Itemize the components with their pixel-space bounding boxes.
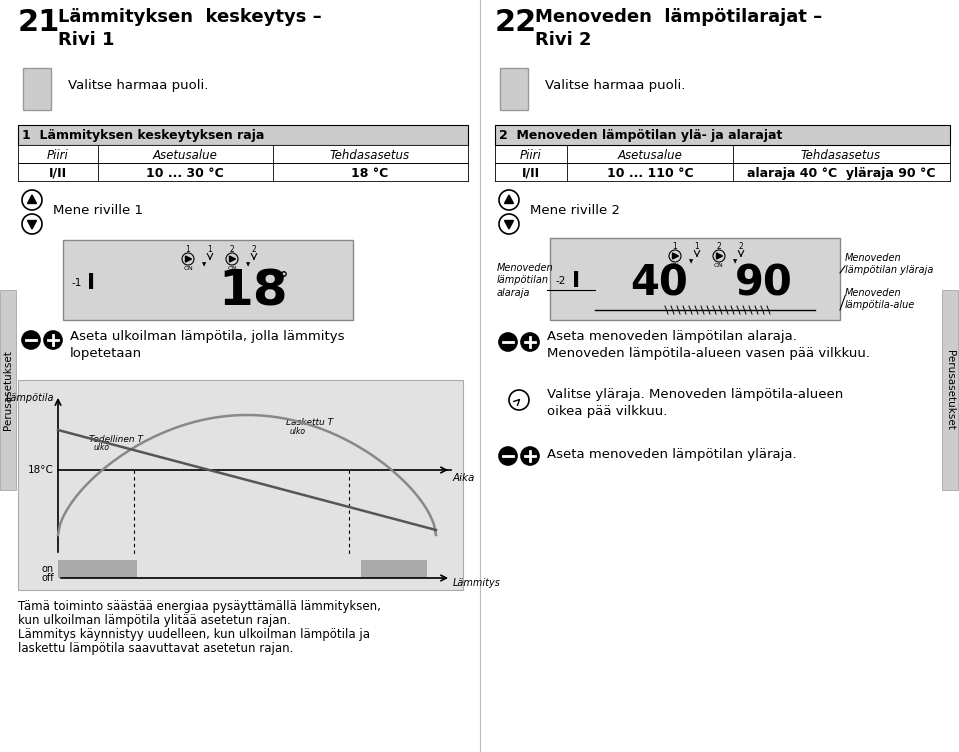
Bar	[942, 290, 958, 490]
Text: 21: 21	[18, 8, 60, 37]
Text: ▼: ▼	[733, 259, 737, 264]
Text: -2: -2	[555, 276, 566, 286]
Text: Tehdasasetus: Tehdasasetus	[330, 149, 410, 162]
Text: -1: -1	[71, 278, 82, 288]
Text: ▼: ▼	[202, 262, 206, 267]
Text: ▼: ▼	[246, 262, 250, 267]
Text: Lämmityksen  keskeytys –
Rivi 1: Lämmityksen keskeytys – Rivi 1	[58, 8, 322, 49]
Text: kun ulkoilman lämpötila ylitää asetetun rajan.: kun ulkoilman lämpötila ylitää asetetun …	[18, 614, 291, 627]
Text: I: I	[572, 271, 580, 291]
Text: 18°C: 18°C	[28, 465, 54, 475]
Circle shape	[521, 447, 539, 465]
Text: Perusasetukset: Perusasetukset	[3, 350, 13, 430]
Circle shape	[499, 333, 517, 351]
Text: Tämä toiminto säästää energiaa pysäyttämällä lämmityksen,: Tämä toiminto säästää energiaa pysäyttäm…	[18, 600, 381, 613]
Text: 2: 2	[229, 245, 234, 254]
Text: on: on	[42, 564, 54, 574]
Circle shape	[44, 331, 62, 349]
Bar	[550, 238, 840, 320]
Text: Perusasetukset: Perusasetukset	[945, 350, 955, 430]
Text: Aseta menoveden lämpötilan yläraja.: Aseta menoveden lämpötilan yläraja.	[547, 448, 797, 461]
Bar	[58, 560, 136, 578]
Text: ON: ON	[227, 266, 237, 271]
Text: off: off	[41, 573, 54, 583]
Polygon shape	[28, 195, 36, 204]
Text: Lämmitys käynnistyy uudelleen, kun ulkoilman lämpötila ja: Lämmitys käynnistyy uudelleen, kun ulkoi…	[18, 628, 370, 641]
Text: Lämmitys: Lämmitys	[453, 578, 501, 588]
Text: ON: ON	[183, 266, 193, 271]
Text: 18: 18	[218, 268, 288, 316]
Bar	[63, 240, 353, 320]
Text: Asetusalue: Asetusalue	[152, 149, 218, 162]
Text: 1: 1	[672, 242, 677, 251]
Polygon shape	[672, 253, 679, 259]
Text: Piiri: Piiri	[520, 149, 542, 162]
Text: Menoveden  lämpötilarajat –
Rivi 2: Menoveden lämpötilarajat – Rivi 2	[535, 8, 822, 49]
Text: laskettu lämpötila saavuttavat asetetun rajan.: laskettu lämpötila saavuttavat asetetun …	[18, 642, 293, 655]
Text: °: °	[278, 270, 288, 289]
Text: 2  Menoveden lämpötilan ylä- ja alarajat: 2 Menoveden lämpötilan ylä- ja alarajat	[499, 129, 783, 142]
Text: Valitse harmaa puoli.: Valitse harmaa puoli.	[545, 78, 686, 92]
Bar	[0, 290, 16, 490]
Text: ▼: ▼	[689, 259, 693, 264]
Text: I/II: I/II	[522, 167, 540, 180]
Bar	[495, 125, 950, 145]
Text: Todellinen T: Todellinen T	[89, 435, 144, 444]
Text: Menoveden
lämpötilan yläraja: Menoveden lämpötilan yläraja	[845, 253, 933, 275]
Text: alaraja 40 °C  yläraja 90 °C: alaraja 40 °C yläraja 90 °C	[747, 167, 935, 180]
Text: ulko: ulko	[290, 427, 306, 436]
Circle shape	[499, 447, 517, 465]
Text: 40: 40	[630, 263, 688, 305]
Text: 2: 2	[251, 245, 256, 254]
Text: 18 °C: 18 °C	[351, 167, 388, 180]
Text: 1: 1	[208, 245, 212, 254]
Polygon shape	[185, 256, 192, 262]
Text: Menoveden
lämpötilan
alaraja: Menoveden lämpötilan alaraja	[497, 263, 553, 298]
Circle shape	[521, 333, 539, 351]
Text: 2: 2	[716, 242, 721, 251]
Polygon shape	[504, 220, 513, 229]
Polygon shape	[28, 220, 36, 229]
Text: Valitse yläraja. Menoveden lämpötila-alueen
oikea pää vilkkuu.: Valitse yläraja. Menoveden lämpötila-alu…	[547, 388, 843, 418]
Text: Aseta menoveden lämpötilan alaraja.
Menoveden lämpötila-alueen vasen pää vilkkuu: Aseta menoveden lämpötilan alaraja. Meno…	[547, 330, 870, 360]
Text: 1: 1	[694, 242, 699, 251]
Text: 10 ... 30 °C: 10 ... 30 °C	[146, 167, 223, 180]
Text: Tehdasasetus: Tehdasasetus	[801, 149, 881, 162]
Text: Aseta ulkoilman lämpötila, jolla lämmitys
lopetetaan: Aseta ulkoilman lämpötila, jolla lämmity…	[70, 330, 344, 360]
Text: ON: ON	[714, 263, 724, 268]
Polygon shape	[229, 256, 236, 262]
Text: 1  Lämmityksen keskeytyksen raja: 1 Lämmityksen keskeytyksen raja	[22, 129, 265, 142]
Text: 2: 2	[738, 242, 743, 251]
Text: 1: 1	[186, 245, 191, 254]
Bar	[23, 68, 51, 110]
Text: Asetusalue: Asetusalue	[618, 149, 683, 162]
Text: I: I	[87, 273, 95, 293]
Text: ulko: ulko	[93, 443, 109, 452]
Text: Piiri: Piiri	[47, 149, 69, 162]
Text: ON: ON	[670, 263, 680, 268]
Circle shape	[22, 331, 40, 349]
Bar	[18, 125, 468, 145]
Bar	[500, 68, 528, 110]
Text: Valitse harmaa puoli.: Valitse harmaa puoli.	[68, 78, 208, 92]
Text: Menoveden
lämpötila-alue: Menoveden lämpötila-alue	[845, 288, 915, 311]
Text: 90: 90	[735, 263, 793, 305]
Text: 10 ... 110 °C: 10 ... 110 °C	[607, 167, 693, 180]
Bar	[18, 380, 463, 590]
Bar	[18, 145, 468, 163]
Text: Aika: Aika	[453, 473, 476, 483]
Text: 22: 22	[495, 8, 537, 37]
Text: Lämpötila: Lämpötila	[6, 393, 54, 403]
Text: Mene riville 1: Mene riville 1	[53, 204, 143, 217]
Text: I/II: I/II	[49, 167, 67, 180]
Text: Mene riville 2: Mene riville 2	[530, 204, 620, 217]
Polygon shape	[716, 253, 722, 259]
Polygon shape	[504, 195, 513, 204]
Bar	[361, 560, 428, 578]
Text: Laskettu T: Laskettu T	[286, 418, 333, 427]
